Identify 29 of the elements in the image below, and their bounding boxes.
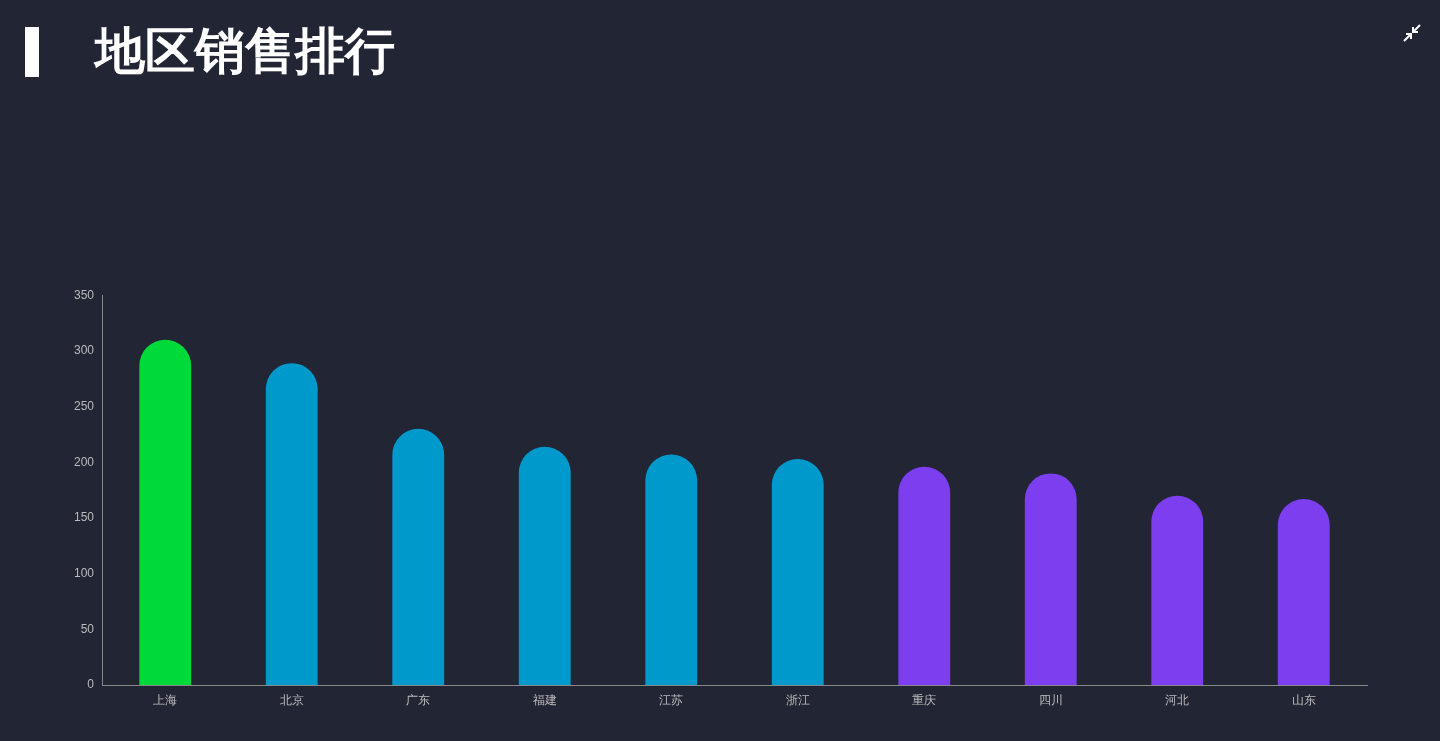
x-tick-label: 浙江 — [785, 692, 810, 707]
y-tick-label: 0 — [87, 677, 95, 692]
bar — [518, 446, 571, 685]
bar — [898, 466, 951, 685]
y-tick-label: 200 — [73, 454, 95, 469]
x-tick-label: 山东 — [1291, 692, 1316, 707]
bar — [1151, 495, 1204, 685]
chart-title: 地区销售排行 — [95, 21, 395, 82]
bar — [645, 454, 698, 685]
bar — [1024, 473, 1077, 685]
y-tick-label: 50 — [80, 621, 95, 636]
y-tick-label: 250 — [73, 398, 95, 413]
y-tick-label: 150 — [73, 510, 95, 525]
bar — [1277, 499, 1330, 685]
x-tick-label: 福建 — [532, 692, 557, 707]
y-tick-label: 100 — [73, 565, 95, 580]
y-tick-label: 300 — [73, 343, 95, 358]
x-tick-label: 四川 — [1038, 692, 1063, 707]
bar — [139, 339, 192, 685]
bar — [392, 428, 445, 685]
bar — [771, 458, 824, 685]
x-tick-label: 江苏 — [659, 692, 684, 707]
x-tick-label: 河北 — [1165, 692, 1190, 707]
x-tick-label: 上海 — [153, 692, 178, 707]
x-tick-label: 广东 — [406, 692, 431, 707]
bar — [265, 363, 318, 685]
x-tick-label: 重庆 — [912, 692, 937, 707]
x-tick-label: 北京 — [279, 692, 304, 707]
y-tick-label: 350 — [73, 287, 95, 302]
